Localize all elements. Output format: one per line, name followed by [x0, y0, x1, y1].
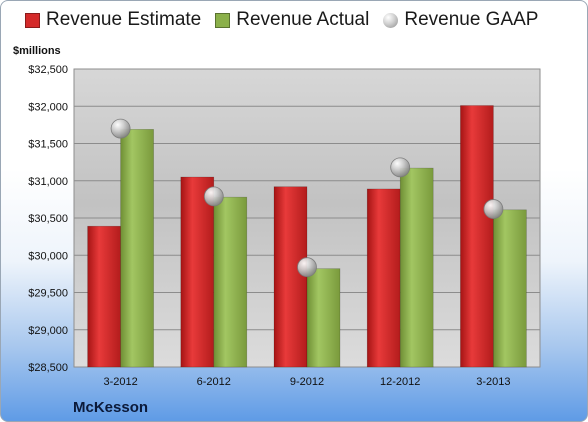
legend-item-estimate: Revenue Estimate: [25, 9, 201, 31]
estimate-bar: [87, 225, 121, 368]
x-axis-ticks: 3-2012 6-2012 9-2012 12-2012 3-2013: [103, 376, 510, 388]
y-tick-label: $32,500: [28, 64, 68, 76]
x-tick-label: 3-2013: [476, 376, 510, 388]
gaap-point: [483, 199, 504, 219]
y-tick-label: $28,500: [28, 362, 68, 374]
actual-bar: [493, 209, 527, 368]
gaap-points: [110, 118, 504, 278]
estimate-bar: [460, 105, 494, 368]
legend-label-actual: Revenue Actual: [236, 9, 370, 30]
actual-bar: [306, 268, 341, 368]
y-tick-label: $32,000: [28, 101, 68, 113]
gaap-point: [390, 157, 411, 178]
y-tick-label: $30,500: [28, 213, 68, 225]
y-axis-ticks: $28,500 $29,000 $29,500 $30,000 $30,500 $31,0…: [28, 64, 68, 374]
legend-label-estimate: Revenue Estimate: [46, 9, 202, 30]
bars: [87, 105, 527, 368]
y-tick-label: $29,500: [28, 288, 68, 300]
y-tick-label: $30,000: [28, 250, 68, 262]
actual-bar: [399, 167, 434, 368]
legend: Revenue Estimate Revenue Actual Revenue …: [25, 9, 552, 31]
actual-bar: [120, 129, 154, 368]
legend-item-actual: Revenue Actual: [215, 9, 369, 31]
estimate-bar: [273, 186, 308, 368]
gaap-point: [110, 118, 131, 139]
gaap-point: [203, 186, 224, 207]
x-tick-label: 6-2012: [197, 376, 231, 388]
legend-swatch-gaap: [383, 12, 399, 28]
estimate-bar: [180, 176, 215, 368]
legend-swatch-estimate: [25, 12, 40, 28]
x-tick-label: 3-2012: [103, 376, 137, 388]
x-tick-label: 12-2012: [380, 376, 420, 388]
company-name: McKesson: [73, 399, 149, 416]
gaap-point: [297, 257, 317, 278]
y-tick-label: $31,000: [28, 176, 68, 188]
legend-swatch-actual: [215, 12, 231, 28]
legend-item-gaap: Revenue GAAP: [383, 9, 538, 31]
legend-label-gaap: Revenue GAAP: [404, 9, 539, 30]
x-tick-label: 9-2012: [290, 376, 324, 388]
y-tick-label: $29,000: [28, 325, 68, 337]
y-tick-label: $31,500: [28, 139, 68, 151]
y-axis-label: $millions: [13, 45, 61, 57]
estimate-bar: [366, 188, 401, 368]
actual-bar: [213, 196, 248, 368]
